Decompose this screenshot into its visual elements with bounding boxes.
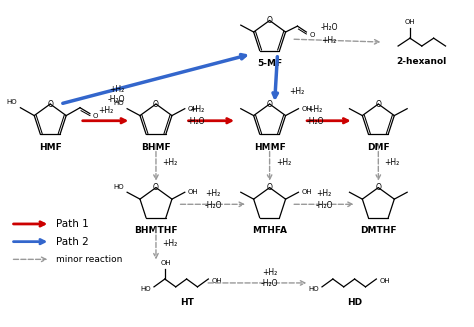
Text: OH: OH <box>188 106 199 112</box>
Text: O: O <box>267 99 273 109</box>
Text: HO: HO <box>7 99 18 105</box>
Text: OH: OH <box>211 278 222 284</box>
Text: O: O <box>267 16 273 25</box>
Text: O: O <box>153 99 159 109</box>
Text: 2-hexanol: 2-hexanol <box>397 57 447 66</box>
Text: O: O <box>310 32 315 38</box>
Text: +H₂: +H₂ <box>276 158 291 166</box>
Text: OH: OH <box>379 278 390 284</box>
Text: +H₂: +H₂ <box>384 158 400 166</box>
Text: -H₂O: -H₂O <box>205 201 222 210</box>
Text: +H₂: +H₂ <box>189 105 204 114</box>
Text: OH: OH <box>301 189 312 195</box>
Text: O: O <box>93 112 98 119</box>
Text: -H₂O: -H₂O <box>320 23 337 32</box>
Text: +H₂: +H₂ <box>98 106 113 115</box>
Text: DMTHF: DMTHF <box>360 226 397 235</box>
Text: BHMF: BHMF <box>141 143 171 152</box>
Text: HMMF: HMMF <box>254 143 285 152</box>
Text: Path 1: Path 1 <box>56 219 89 229</box>
Text: +H₂: +H₂ <box>316 189 332 198</box>
Text: O: O <box>267 183 273 192</box>
Text: MTHFA: MTHFA <box>252 226 287 235</box>
Text: HD: HD <box>347 298 362 307</box>
Text: O: O <box>375 99 381 109</box>
Text: -H₂O: -H₂O <box>188 117 205 126</box>
Text: -H₂O: -H₂O <box>315 201 333 210</box>
Text: -H₂O: -H₂O <box>261 279 278 288</box>
Text: +H₂: +H₂ <box>308 105 323 114</box>
Text: 5-MF: 5-MF <box>257 59 282 68</box>
Text: +H₂: +H₂ <box>109 85 124 94</box>
Text: Path 2: Path 2 <box>56 237 89 247</box>
Text: -H₂O: -H₂O <box>306 117 324 126</box>
Text: minor reaction: minor reaction <box>56 255 122 264</box>
Text: +H₂: +H₂ <box>262 267 277 277</box>
Text: +H₂: +H₂ <box>290 87 305 96</box>
Text: O: O <box>153 183 159 192</box>
Text: HO: HO <box>140 286 151 292</box>
Text: +H₂: +H₂ <box>321 36 337 44</box>
Text: BHMTHF: BHMTHF <box>134 226 178 235</box>
Text: OH: OH <box>161 260 171 266</box>
Text: -H₂O: -H₂O <box>108 95 125 104</box>
Text: HO: HO <box>114 100 124 106</box>
Text: HO: HO <box>114 184 124 190</box>
Text: DMF: DMF <box>367 143 390 152</box>
Text: +H₂: +H₂ <box>162 158 177 166</box>
Text: +H₂: +H₂ <box>162 239 177 248</box>
Text: +H₂: +H₂ <box>206 189 221 198</box>
Text: O: O <box>47 99 53 109</box>
Text: HT: HT <box>180 298 193 307</box>
Text: HO: HO <box>309 286 319 292</box>
Text: HMF: HMF <box>39 143 62 152</box>
Text: OH: OH <box>188 189 199 195</box>
Text: O: O <box>375 183 381 192</box>
Text: OH: OH <box>301 106 312 112</box>
Text: OH: OH <box>405 19 415 26</box>
